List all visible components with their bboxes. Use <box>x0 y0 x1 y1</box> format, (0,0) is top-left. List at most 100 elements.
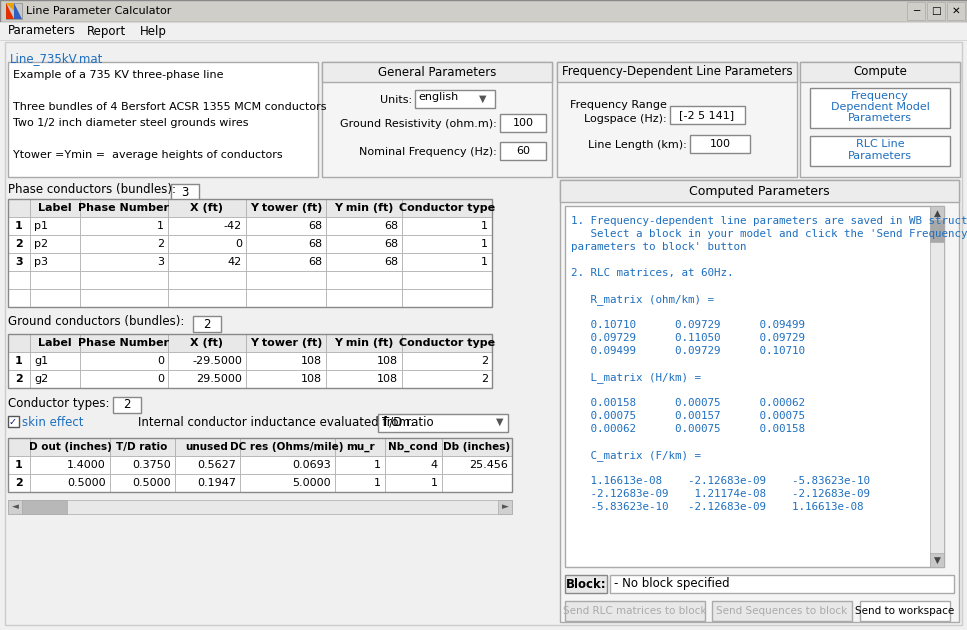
Text: p3: p3 <box>34 257 48 267</box>
Bar <box>30 456 110 474</box>
Bar <box>800 62 960 82</box>
Bar <box>557 62 797 177</box>
Bar <box>80 289 168 307</box>
Text: 0: 0 <box>235 239 242 249</box>
Bar <box>240 474 335 492</box>
Text: 0.00075      0.00157      0.00075: 0.00075 0.00157 0.00075 <box>571 411 805 421</box>
Bar <box>246 235 326 253</box>
Text: Y min (ft): Y min (ft) <box>335 338 394 348</box>
Bar <box>670 106 745 124</box>
Bar <box>246 253 326 271</box>
Text: D out (inches): D out (inches) <box>29 442 111 452</box>
Text: 60: 60 <box>516 146 530 156</box>
Bar <box>240 456 335 474</box>
Bar <box>30 334 80 352</box>
Bar <box>30 235 80 253</box>
Text: Internal conductor inductance evaluated from:: Internal conductor inductance evaluated … <box>138 416 414 428</box>
Text: 5.0000: 5.0000 <box>292 478 331 488</box>
Text: X (ft): X (ft) <box>190 203 223 213</box>
Text: □: □ <box>931 6 941 16</box>
Text: ✕: ✕ <box>952 6 960 16</box>
Text: ─: ─ <box>913 6 919 16</box>
Text: -42: -42 <box>223 221 242 231</box>
Text: 1: 1 <box>15 221 23 231</box>
Bar <box>168 253 246 271</box>
Bar <box>498 500 512 514</box>
Text: skin effect: skin effect <box>22 416 83 428</box>
Bar <box>0 0 967 22</box>
Text: Phase conductors (bundles):: Phase conductors (bundles): <box>8 183 176 197</box>
Bar <box>8 235 30 253</box>
Polygon shape <box>14 3 22 19</box>
Text: Phase Number: Phase Number <box>78 203 169 213</box>
Text: Block:: Block: <box>566 578 606 590</box>
Text: 3: 3 <box>182 185 189 198</box>
Text: 108: 108 <box>377 374 398 384</box>
Text: 68: 68 <box>308 221 322 231</box>
Bar <box>0 22 967 40</box>
Bar <box>335 438 385 456</box>
Text: 2: 2 <box>15 239 23 249</box>
Text: DC res (Ohms/mile): DC res (Ohms/mile) <box>230 442 343 452</box>
Text: Compute: Compute <box>853 66 907 79</box>
Text: Line Parameter Calculator: Line Parameter Calculator <box>26 6 171 16</box>
Text: 0.5000: 0.5000 <box>68 478 106 488</box>
Bar <box>30 217 80 235</box>
Text: C_matrix (F/km) =: C_matrix (F/km) = <box>571 450 701 461</box>
Bar <box>246 352 326 370</box>
Bar <box>378 414 508 432</box>
Text: Report: Report <box>87 25 127 38</box>
Text: 0.5000: 0.5000 <box>132 478 171 488</box>
Text: 2: 2 <box>157 239 164 249</box>
Text: 25.456: 25.456 <box>469 460 508 470</box>
Bar <box>168 199 246 217</box>
Text: Frequency Range: Frequency Range <box>571 100 667 110</box>
Text: p1: p1 <box>34 221 48 231</box>
Text: Select a block in your model and click the 'Send Frequency-dependent: Select a block in your model and click t… <box>571 229 967 239</box>
Text: Nominal Frequency (Hz):: Nominal Frequency (Hz): <box>360 147 497 157</box>
Text: Label: Label <box>38 203 72 213</box>
Text: g1: g1 <box>34 356 48 366</box>
Text: Send Sequences to block: Send Sequences to block <box>717 606 848 616</box>
Bar <box>565 575 607 593</box>
Text: Ytower =Ymin =  average heights of conductors: Ytower =Ymin = average heights of conduc… <box>13 150 282 160</box>
Text: -29.5000: -29.5000 <box>192 356 242 366</box>
Text: Parameters: Parameters <box>8 25 75 38</box>
Bar <box>565 206 944 567</box>
Bar <box>30 352 80 370</box>
Text: 68: 68 <box>384 221 398 231</box>
Text: g2: g2 <box>34 374 48 384</box>
Bar <box>80 253 168 271</box>
Text: Y tower (ft): Y tower (ft) <box>249 338 322 348</box>
Text: ▼: ▼ <box>480 94 486 104</box>
Bar <box>930 206 944 567</box>
Text: 1: 1 <box>374 478 381 488</box>
Text: 0.00158      0.00075      0.00062: 0.00158 0.00075 0.00062 <box>571 398 805 408</box>
Bar <box>810 136 950 166</box>
Text: Frequency-Dependent Line Parameters: Frequency-Dependent Line Parameters <box>562 66 792 79</box>
Text: T/D ratio: T/D ratio <box>382 416 433 428</box>
Text: 0.00062      0.00075      0.00158: 0.00062 0.00075 0.00158 <box>571 424 805 434</box>
Text: 68: 68 <box>384 239 398 249</box>
Bar <box>326 289 402 307</box>
Text: Parameters: Parameters <box>848 151 912 161</box>
Text: Send RLC matrices to block: Send RLC matrices to block <box>563 606 707 616</box>
Text: 3: 3 <box>15 257 23 267</box>
Bar <box>712 601 852 621</box>
Text: Phase Number: Phase Number <box>78 338 169 348</box>
Bar <box>8 199 30 217</box>
Text: Conductor type: Conductor type <box>399 203 495 213</box>
Bar <box>322 62 552 82</box>
Bar <box>8 217 30 235</box>
Bar <box>402 289 492 307</box>
Text: p2: p2 <box>34 239 48 249</box>
Text: ▼: ▼ <box>496 417 504 427</box>
Bar <box>810 88 950 128</box>
Text: ▼: ▼ <box>933 556 941 564</box>
Bar <box>175 474 240 492</box>
Bar <box>800 62 960 177</box>
Bar <box>326 253 402 271</box>
Bar <box>80 235 168 253</box>
Bar <box>8 352 30 370</box>
Bar <box>246 334 326 352</box>
